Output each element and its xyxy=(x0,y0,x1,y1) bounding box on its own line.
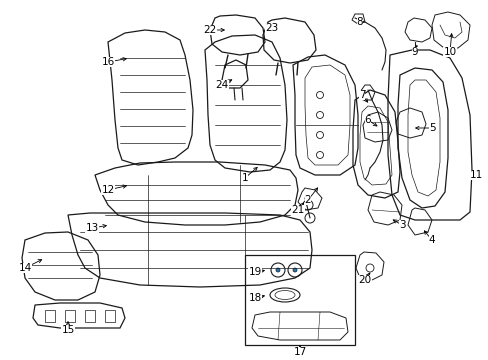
Circle shape xyxy=(275,268,280,272)
Text: 12: 12 xyxy=(101,185,114,195)
Text: 17: 17 xyxy=(293,347,306,357)
Text: 1: 1 xyxy=(241,173,248,183)
Text: 19: 19 xyxy=(248,267,261,277)
Text: 7: 7 xyxy=(358,90,365,100)
Text: 20: 20 xyxy=(358,275,371,285)
Text: 2: 2 xyxy=(304,195,311,205)
Text: 3: 3 xyxy=(398,220,405,230)
Text: 6: 6 xyxy=(364,115,370,125)
Text: 21: 21 xyxy=(291,205,304,215)
Text: 13: 13 xyxy=(85,223,99,233)
Text: 8: 8 xyxy=(356,17,363,27)
Text: 14: 14 xyxy=(19,263,32,273)
Text: 23: 23 xyxy=(265,23,278,33)
Circle shape xyxy=(292,268,296,272)
Text: 18: 18 xyxy=(248,293,261,303)
Text: 22: 22 xyxy=(203,25,216,35)
Text: 5: 5 xyxy=(428,123,434,133)
Text: 16: 16 xyxy=(101,57,114,67)
Text: 10: 10 xyxy=(443,47,456,57)
Text: 15: 15 xyxy=(61,325,75,335)
Text: 24: 24 xyxy=(215,80,228,90)
Text: 9: 9 xyxy=(411,47,417,57)
Text: 4: 4 xyxy=(428,235,434,245)
Text: 11: 11 xyxy=(468,170,482,180)
